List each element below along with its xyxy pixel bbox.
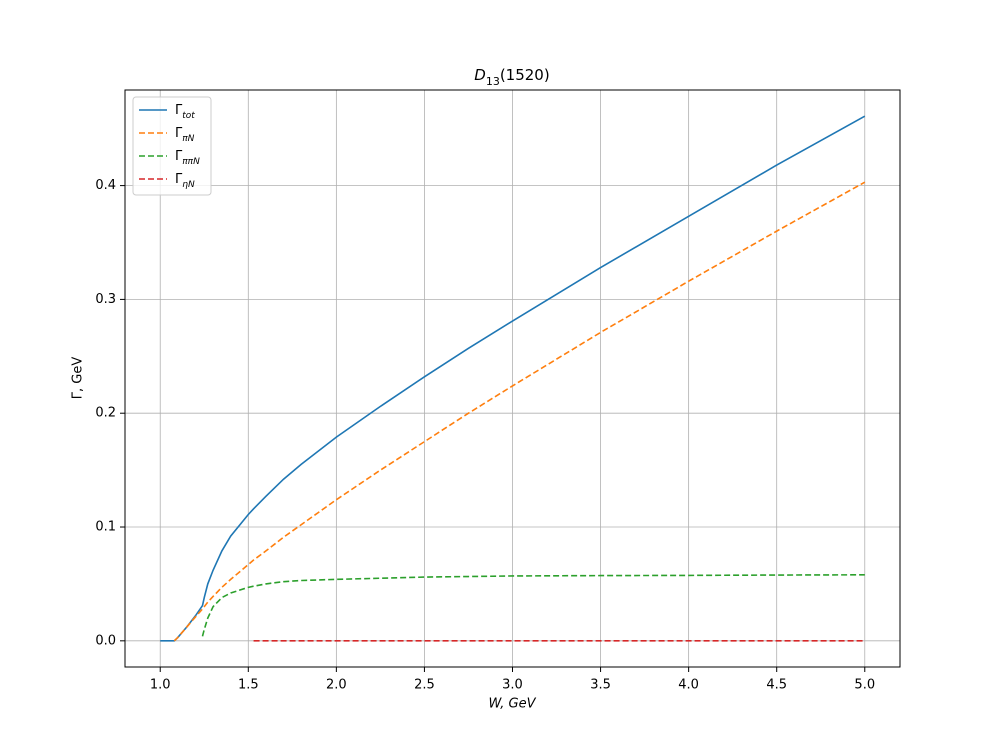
y-tick-label: 0.4 <box>95 178 116 193</box>
x-tick-label: 1.5 <box>238 678 259 693</box>
x-tick-label: 3.5 <box>590 678 611 693</box>
legend-box <box>132 96 212 196</box>
legend-label: Γtot <box>175 103 195 121</box>
series-line <box>173 181 866 642</box>
title-sub: 13 <box>486 75 500 88</box>
chart-title: D13(1520) <box>474 66 549 88</box>
legend-label: ΓπN <box>175 126 195 144</box>
y-tick-label: 0.3 <box>95 292 116 307</box>
legend-sub: ηN <box>182 180 195 190</box>
title-tail: (1520) <box>500 66 550 84</box>
legend-name: Γ <box>175 103 183 118</box>
title-main: D <box>474 66 486 84</box>
legend-name: Γ <box>175 172 183 187</box>
legend-sub: πN <box>182 134 194 144</box>
x-tick-label: 4.0 <box>678 678 699 693</box>
x-axis-label: W, GeV <box>488 697 536 712</box>
x-tick-label: 1.0 <box>150 678 171 693</box>
x-tick-label: 5.0 <box>854 678 875 693</box>
legend-sub: tot <box>182 111 195 121</box>
plot-frame <box>124 89 901 668</box>
series-line <box>201 574 865 637</box>
series-line <box>160 115 866 642</box>
x-tick-label: 3.0 <box>502 678 523 693</box>
y-tick-label: 0.1 <box>95 520 116 535</box>
y-tick-label: 0.2 <box>95 406 116 421</box>
y-axis-label: Γ, GeV <box>71 357 86 400</box>
y-tick-label: 0.0 <box>95 633 116 648</box>
x-tick-label: 2.5 <box>414 678 435 693</box>
legend-name: Γ <box>175 149 183 164</box>
legend-sub: ππN <box>182 157 200 167</box>
legend-name: Γ <box>175 126 183 141</box>
legend-label: ΓηN <box>175 172 195 190</box>
legend-label: ΓππN <box>175 149 200 167</box>
x-tick-label: 4.5 <box>766 678 787 693</box>
x-tick-label: 2.0 <box>326 678 347 693</box>
